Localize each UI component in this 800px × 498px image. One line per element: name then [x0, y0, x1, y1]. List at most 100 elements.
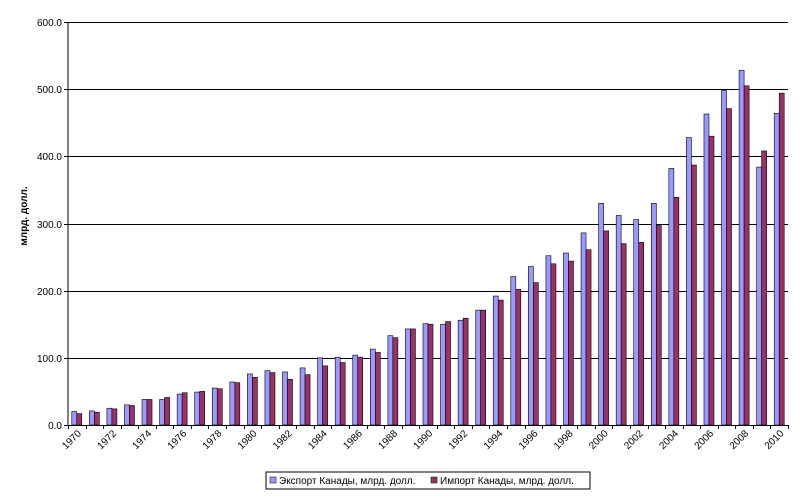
bar-import-1989	[410, 328, 416, 426]
bar-import-2004	[673, 197, 680, 426]
y-tick-label: 400.0	[37, 152, 62, 163]
bar-import-1975	[164, 397, 170, 426]
bar-import-1999	[585, 249, 592, 426]
y-axis-ticks: 0.0 100.0 200.0 300.0 400.0 500.0 600.0	[37, 18, 68, 432]
bar-export-1981	[264, 370, 271, 426]
bar-export-1982	[282, 371, 288, 426]
bar-import-2001	[620, 243, 627, 426]
bar-import-2010	[778, 92, 785, 426]
bar-export-1978	[211, 387, 218, 426]
bar-export-1977	[194, 391, 201, 426]
bar-import-2008	[743, 85, 750, 426]
bar-import-1970	[76, 413, 83, 426]
y-tick-label: 500.0	[37, 85, 62, 96]
legend-swatch-import	[430, 476, 438, 484]
bar-export-2010	[773, 113, 780, 426]
legend-box	[265, 471, 591, 490]
bar-import-1985	[339, 362, 346, 426]
bar-import-1998	[568, 260, 574, 426]
bar-import-2003	[655, 225, 662, 426]
bar-export-2003	[650, 203, 657, 426]
bar-export-1975	[159, 399, 165, 426]
gridlines	[68, 22, 788, 359]
bar-export-2009	[756, 166, 762, 426]
bar-export-2007	[721, 90, 727, 426]
bar-export-1980	[247, 373, 253, 426]
bar-import-1991	[445, 321, 451, 426]
bar-import-1978	[216, 388, 223, 426]
bar-export-2000	[598, 203, 604, 426]
bar-export-1976	[176, 393, 183, 426]
bar-import-1986	[357, 356, 364, 426]
bar-import-1979	[234, 382, 241, 426]
bar-import-2000	[603, 230, 609, 426]
bar-export-1973	[124, 404, 130, 426]
y-tick-label: 0.0	[48, 421, 62, 432]
y-tick-label: 600.0	[37, 18, 62, 29]
bar-import-1990	[427, 323, 434, 426]
bar-import-1982	[287, 379, 293, 426]
bar-export-2001	[615, 215, 622, 426]
bar-export-1990	[422, 323, 429, 426]
bar-import-1996	[533, 282, 539, 426]
y-tick-label: 100.0	[37, 354, 62, 365]
bar-import-1972	[111, 408, 118, 426]
bar-export-1989	[405, 328, 411, 426]
bar-export-1974	[141, 399, 148, 426]
bar-export-2004	[668, 168, 675, 426]
legend-label-export: Экспорт Канады, млрд. долл.	[279, 476, 415, 487]
bar-export-2008	[738, 70, 745, 426]
y-axis-label: млрд. долл.	[19, 186, 30, 245]
bar-export-1999	[580, 232, 587, 426]
bar-import-2009	[761, 150, 767, 426]
bar-import-1977	[199, 391, 206, 426]
bar-import-1988	[392, 337, 399, 426]
bar-import-1974	[146, 399, 153, 426]
bar-export-1996	[528, 266, 534, 426]
bar-import-1973	[129, 405, 135, 426]
bar-export-2002	[633, 219, 640, 426]
bar-import-1994	[497, 299, 504, 426]
legend: Экспорт Канады, млрд. долл. Импорт Канад…	[265, 471, 591, 490]
bar-import-2005	[691, 164, 697, 426]
bar-export-1971	[89, 410, 95, 426]
bar-export-1985	[334, 356, 341, 426]
legend-label-import: Импорт Канады, млрд. долл.	[440, 476, 574, 487]
bar-export-1991	[440, 323, 446, 426]
bar-import-1987	[375, 352, 381, 426]
y-tick-label: 200.0	[37, 287, 62, 298]
bar-import-2002	[638, 242, 645, 426]
bar-export-1988	[387, 335, 394, 426]
bar-import-1980	[252, 377, 258, 426]
bar-export-1986	[352, 354, 359, 426]
bar-import-1984	[322, 365, 328, 426]
bar-import-1983	[304, 374, 311, 426]
bar-import-1995	[515, 289, 522, 426]
bar-import-2007	[726, 108, 732, 426]
bar-export-1983	[299, 367, 306, 426]
legend-swatch-export	[269, 476, 277, 484]
bar-import-1971	[94, 411, 100, 426]
bar-import-1993	[480, 309, 486, 426]
bar-export-1979	[229, 381, 236, 426]
bar-export-1998	[563, 252, 569, 426]
bar-export-2005	[686, 137, 692, 426]
bar-import-1981	[269, 372, 276, 426]
bar-import-1976	[181, 392, 188, 426]
bar-export-1997	[545, 255, 552, 426]
bar-export-1992	[457, 319, 464, 426]
bar-import-2006	[708, 135, 715, 426]
bar-export-1993	[475, 309, 481, 426]
bar-export-1987	[370, 348, 376, 426]
bar-import-1997	[550, 263, 557, 426]
bar-export-1970	[71, 411, 78, 426]
bar-export-1972	[106, 407, 113, 426]
bar-export-2006	[703, 113, 710, 426]
bar-export-1984	[317, 357, 323, 426]
bar-import-1992	[462, 317, 469, 426]
y-tick-label: 300.0	[37, 220, 62, 231]
bar-export-1995	[510, 276, 517, 426]
bar-export-1994	[492, 295, 499, 426]
